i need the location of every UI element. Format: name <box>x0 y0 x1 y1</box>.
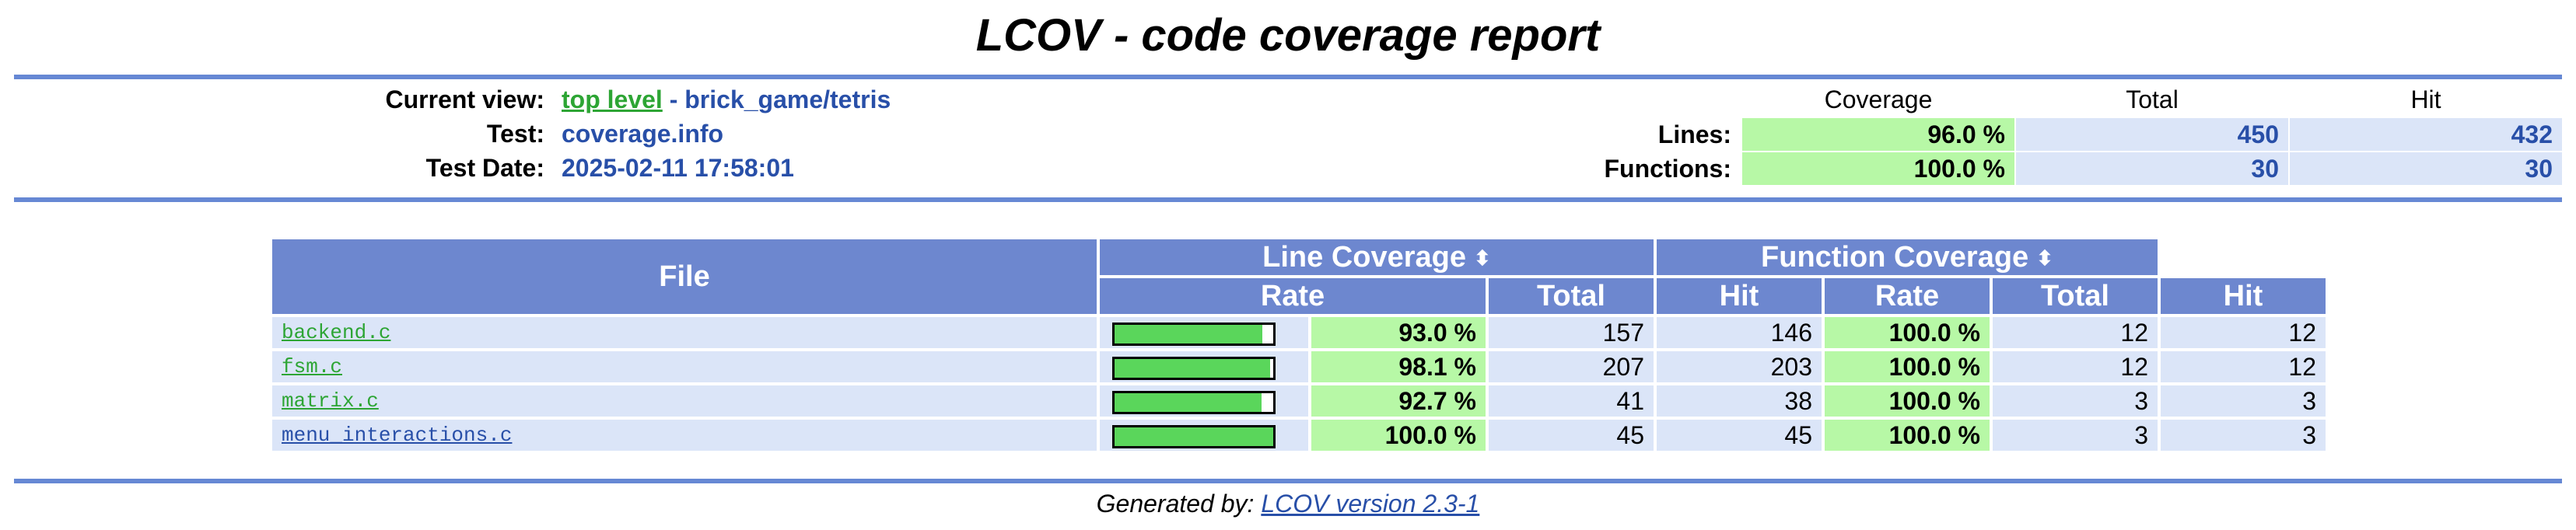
line-hit-header: Hit <box>1657 278 1822 314</box>
function-total-cell: 3 <box>1993 385 2158 417</box>
coverage-bar-cell <box>1100 351 1308 382</box>
file-cell: matrix.c <box>272 385 1097 417</box>
line-hit-cell: 203 <box>1657 351 1822 382</box>
line-rate-cell: 100.0 % <box>1311 420 1486 451</box>
function-rate-header: Rate <box>1825 278 1990 314</box>
function-rate-cell: 100.0 % <box>1825 420 1990 451</box>
line-hit-cell: 45 <box>1657 420 1822 451</box>
function-coverage-header[interactable]: Function Coverage ⬍ <box>1657 239 2158 275</box>
summary-hit-header: Hit <box>2410 85 2441 113</box>
file-cell: backend.c <box>272 317 1097 348</box>
functions-label: Functions: <box>1604 155 1731 183</box>
coverage-bar <box>1112 357 1276 381</box>
function-total-cell: 12 <box>1993 317 2158 348</box>
file-cell: menu_interactions.c <box>272 420 1097 451</box>
test-date-label: Test Date: <box>425 154 544 182</box>
coverage-bar-fill <box>1115 427 1273 447</box>
line-rate-cell: 93.0 % <box>1311 317 1486 348</box>
test-value: coverage.info <box>562 120 724 148</box>
function-hit-cell: 12 <box>2161 317 2326 348</box>
function-hit-cell: 3 <box>2161 420 2326 451</box>
function-hit-header: Hit <box>2161 278 2326 314</box>
lines-rate: 96.0 % <box>1742 118 2014 151</box>
table-row: matrix.c 92.7 % 41 38 100.0 % 3 3 <box>272 385 2326 417</box>
coverage-bar <box>1112 323 1276 347</box>
line-hit-cell: 38 <box>1657 385 1822 417</box>
line-rate-cell: 92.7 % <box>1311 385 1486 417</box>
coverage-bar <box>1112 391 1276 415</box>
middle-divider <box>14 197 2562 202</box>
summary-total-header: Total <box>2126 85 2179 113</box>
file-link[interactable]: fsm.c <box>282 355 343 378</box>
line-total-cell: 157 <box>1489 317 1654 348</box>
current-view: top level - brick_game/tetris <box>562 82 891 117</box>
sort-icon[interactable]: ⬍ <box>1474 246 1491 270</box>
file-cell: fsm.c <box>272 351 1097 382</box>
test-date-value: 2025-02-11 17:58:01 <box>562 154 794 182</box>
coverage-bar-fill <box>1115 359 1271 378</box>
line-hit-cell: 146 <box>1657 317 1822 348</box>
line-total-cell: 41 <box>1489 385 1654 417</box>
table-row: backend.c 93.0 % 157 146 100.0 % 12 12 <box>272 317 2326 348</box>
function-coverage-label: Function Coverage <box>1761 240 2029 274</box>
coverage-bar-cell <box>1100 420 1308 451</box>
file-link[interactable]: menu_interactions.c <box>282 424 513 447</box>
coverage-bar-cell <box>1100 317 1308 348</box>
table-row: fsm.c 98.1 % 207 203 100.0 % 12 12 <box>272 351 2326 382</box>
bottom-divider <box>14 479 2562 483</box>
line-coverage-label: Line Coverage <box>1262 240 1467 274</box>
lines-label: Lines: <box>1657 120 1731 148</box>
function-rate-cell: 100.0 % <box>1825 385 1990 417</box>
footer-prefix: Generated by: <box>1096 490 1262 518</box>
file-link[interactable]: matrix.c <box>282 389 379 413</box>
lines-total: 450 <box>2016 118 2288 151</box>
function-hit-cell: 12 <box>2161 351 2326 382</box>
line-total-header: Total <box>1489 278 1654 314</box>
line-rate-header: Rate <box>1100 278 1486 314</box>
top-divider <box>14 75 2562 79</box>
coverage-bar-fill <box>1115 325 1262 344</box>
function-total-cell: 12 <box>1993 351 2158 382</box>
functions-rate: 100.0 % <box>1742 152 2014 185</box>
lcov-version-link[interactable]: LCOV version 2.3-1 <box>1261 490 1480 518</box>
current-view-label: Current view: <box>385 85 544 113</box>
current-view-path: brick_game/tetris <box>684 85 891 113</box>
function-hit-cell: 3 <box>2161 385 2326 417</box>
function-total-cell: 3 <box>1993 420 2158 451</box>
table-row: menu_interactions.c 100.0 % 45 45 100.0 % 3 3 <box>272 420 2326 451</box>
function-total-header: Total <box>1993 278 2158 314</box>
file-header[interactable]: File <box>272 239 1097 314</box>
current-view-separator: - <box>662 85 685 113</box>
coverage-bar <box>1112 425 1276 449</box>
line-rate-cell: 98.1 % <box>1311 351 1486 382</box>
file-coverage-table: File Line Coverage ⬍ Function Coverage ⬍ R… <box>269 236 2329 454</box>
functions-hit: 30 <box>2290 152 2562 185</box>
lines-hit: 432 <box>2290 118 2562 151</box>
summary-coverage-header: Coverage <box>1824 85 1933 113</box>
line-total-cell: 207 <box>1489 351 1654 382</box>
sort-icon[interactable]: ⬍ <box>2036 246 2053 270</box>
function-rate-cell: 100.0 % <box>1825 317 1990 348</box>
line-total-cell: 45 <box>1489 420 1654 451</box>
footer: Generated by: LCOV version 2.3-1 <box>0 485 2576 522</box>
line-coverage-header[interactable]: Line Coverage ⬍ <box>1100 239 1654 275</box>
test-label: Test: <box>486 120 544 148</box>
page-title: LCOV - code coverage report <box>975 10 1601 61</box>
functions-total: 30 <box>2016 152 2288 185</box>
top-level-link[interactable]: top level <box>562 85 663 113</box>
coverage-bar-fill <box>1115 393 1262 413</box>
coverage-bar-cell <box>1100 385 1308 417</box>
file-link[interactable]: backend.c <box>282 321 391 344</box>
function-rate-cell: 100.0 % <box>1825 351 1990 382</box>
